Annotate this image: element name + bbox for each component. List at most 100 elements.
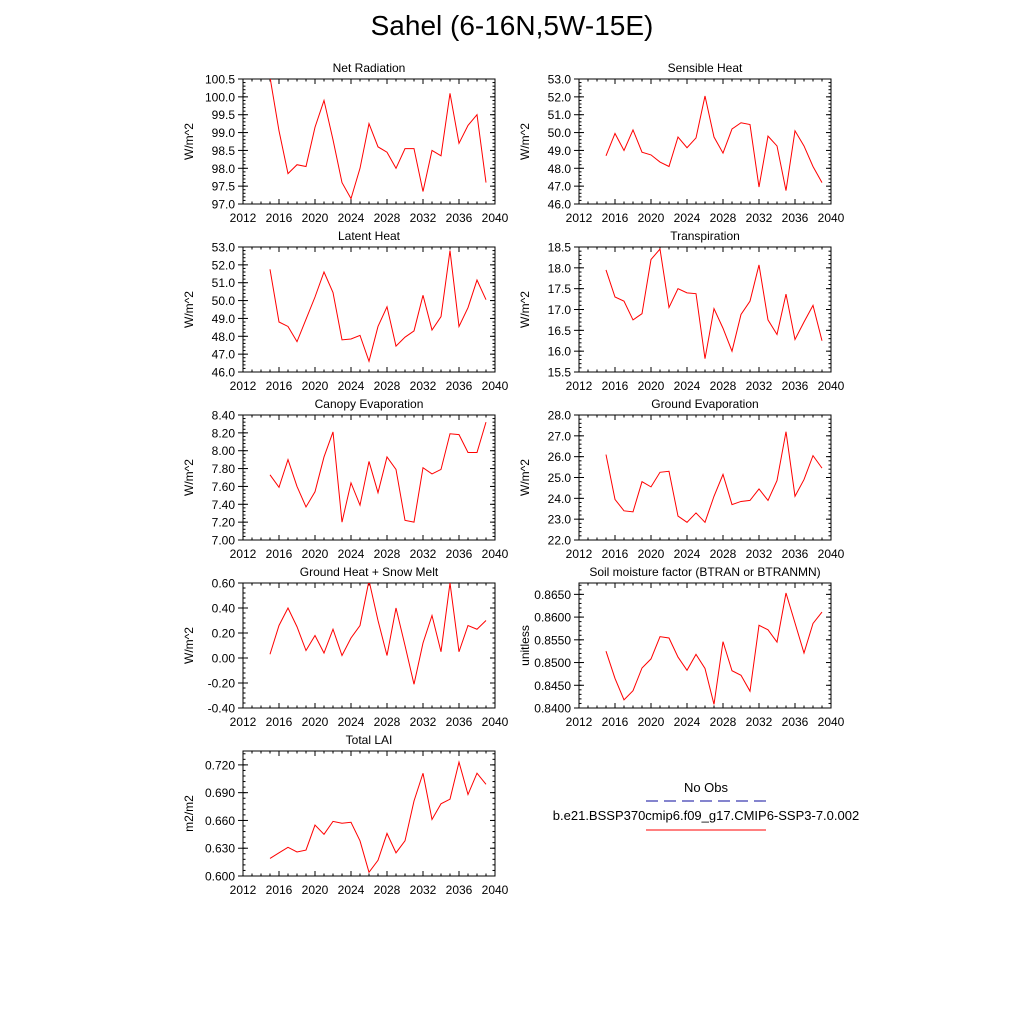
y-tick-label: 0.20 <box>212 627 236 641</box>
x-tick-label: 2020 <box>638 211 665 225</box>
x-tick-label: 2016 <box>266 379 293 393</box>
x-tick-label: 2012 <box>230 211 257 225</box>
series-line-1 <box>269 421 487 523</box>
y-tick-label: 46.0 <box>212 366 236 380</box>
series-line-1 <box>269 760 487 874</box>
x-tick-label: 2028 <box>710 211 737 225</box>
series-line-1 <box>605 95 823 191</box>
y-tick-label: 49.0 <box>548 144 572 158</box>
y-tick-label: 53.0 <box>548 73 572 87</box>
panel-title: Net Radiation <box>333 61 406 75</box>
y-tick-label: 17.0 <box>548 303 572 317</box>
x-tick-label: 2028 <box>374 883 401 897</box>
x-tick-label: 2036 <box>782 379 809 393</box>
panel-title: Ground Heat + Snow Melt <box>300 565 439 579</box>
y-tick-label: 0.8400 <box>534 702 571 716</box>
x-tick-label: 2040 <box>482 547 509 561</box>
x-tick-label: 2032 <box>410 379 437 393</box>
y-tick-label: 0.600 <box>205 870 235 884</box>
y-tick-label: 0.40 <box>212 602 236 616</box>
x-tick-label: 2024 <box>674 547 701 561</box>
x-tick-label: 2016 <box>602 211 629 225</box>
y-tick-label: 0.8450 <box>534 679 571 693</box>
y-axis-label: W/m^2 <box>518 459 532 496</box>
panel-title: Ground Evaporation <box>651 397 758 411</box>
series-line-1 <box>605 247 823 359</box>
x-tick-label: 2024 <box>338 715 365 729</box>
panel-7: Ground Heat + Snow Melt W/m^2 2012 2016 2020… <box>182 565 509 729</box>
series-line-1 <box>269 583 487 685</box>
series-line-1 <box>269 79 487 200</box>
y-tick-label: 98.5 <box>212 144 236 158</box>
y-tick-label: 99.0 <box>212 126 236 140</box>
plot-frame <box>242 582 496 709</box>
y-tick-label: 50.0 <box>548 126 572 140</box>
x-tick-label: 2024 <box>338 211 365 225</box>
y-tick-label: -0.40 <box>208 702 236 716</box>
y-tick-label: 99.5 <box>212 108 236 122</box>
x-tick-label: 2012 <box>230 883 257 897</box>
x-tick-label: 2028 <box>710 379 737 393</box>
panel-title: Soil moisture factor (BTRAN or BTRANMN) <box>589 565 820 579</box>
y-tick-label: 48.0 <box>548 162 572 176</box>
x-tick-label: 2040 <box>482 211 509 225</box>
y-tick-label: 49.0 <box>212 312 236 326</box>
x-tick-label: 2028 <box>374 379 401 393</box>
y-tick-label: 0.660 <box>205 814 235 828</box>
x-tick-label: 2016 <box>602 547 629 561</box>
x-tick-label: 2012 <box>566 379 593 393</box>
x-tick-label: 2020 <box>302 379 329 393</box>
y-tick-label: 50.0 <box>212 294 236 308</box>
y-tick-label: 0.00 <box>212 652 236 666</box>
y-tick-label: 22.0 <box>548 534 572 548</box>
x-tick-label: 2020 <box>302 211 329 225</box>
x-tick-label: 2036 <box>782 547 809 561</box>
y-tick-label: 98.0 <box>212 162 236 176</box>
x-tick-label: 2036 <box>782 211 809 225</box>
y-tick-label: 25.0 <box>548 471 572 485</box>
plot-frame <box>242 414 496 541</box>
x-tick-label: 2036 <box>446 379 473 393</box>
x-tick-label: 2032 <box>410 883 437 897</box>
x-tick-label: 2032 <box>746 715 773 729</box>
panel-4: Transpiration W/m^2 2012 2016 2020 2024 2028 20… <box>518 229 845 393</box>
plot-frame <box>578 246 832 373</box>
x-tick-label: 2028 <box>710 547 737 561</box>
x-tick-label: 2016 <box>602 379 629 393</box>
y-tick-label: 26.0 <box>548 450 572 464</box>
panel-8: Soil moisture factor (BTRAN or BTRANMN) u… <box>518 565 845 729</box>
panel-title: Sensible Heat <box>668 61 743 75</box>
x-tick-label: 2036 <box>446 211 473 225</box>
y-tick-label: 48.0 <box>212 330 236 344</box>
x-tick-label: 2020 <box>638 547 665 561</box>
x-tick-label: 2016 <box>602 715 629 729</box>
y-tick-label: 47.0 <box>212 348 236 362</box>
x-tick-label: 2024 <box>338 379 365 393</box>
y-axis-label: W/m^2 <box>518 291 532 328</box>
y-tick-label: 51.0 <box>212 276 236 290</box>
plot-frame <box>578 582 832 709</box>
x-tick-label: 2032 <box>410 547 437 561</box>
y-tick-label: 0.720 <box>205 758 235 772</box>
x-tick-label: 2020 <box>302 883 329 897</box>
panel-2: Sensible Heat W/m^2 2012 2016 2020 2024 2028 20… <box>518 61 845 225</box>
series-line-1 <box>269 250 487 364</box>
x-tick-label: 2012 <box>230 715 257 729</box>
y-tick-label: 7.00 <box>212 534 236 548</box>
x-tick-label: 2020 <box>638 715 665 729</box>
panel-6: Ground Evaporation W/m^2 2012 2016 2020 2024 2… <box>518 397 845 561</box>
panel-1: Net Radiation W/m^2 2012 2016 2020 2024 2028 20… <box>182 61 509 225</box>
x-tick-label: 2040 <box>482 883 509 897</box>
y-tick-label: 18.5 <box>548 241 572 255</box>
x-tick-label: 2020 <box>302 547 329 561</box>
x-tick-label: 2040 <box>818 715 845 729</box>
x-tick-label: 2032 <box>410 715 437 729</box>
x-tick-label: 2012 <box>566 211 593 225</box>
x-tick-label: 2016 <box>266 715 293 729</box>
y-tick-label: 7.80 <box>212 462 236 476</box>
y-tick-label: 23.0 <box>548 513 572 527</box>
y-axis-label: W/m^2 <box>182 123 196 160</box>
x-tick-label: 2036 <box>782 715 809 729</box>
panel-title: Total LAI <box>346 733 393 747</box>
y-tick-label: 18.0 <box>548 261 572 275</box>
